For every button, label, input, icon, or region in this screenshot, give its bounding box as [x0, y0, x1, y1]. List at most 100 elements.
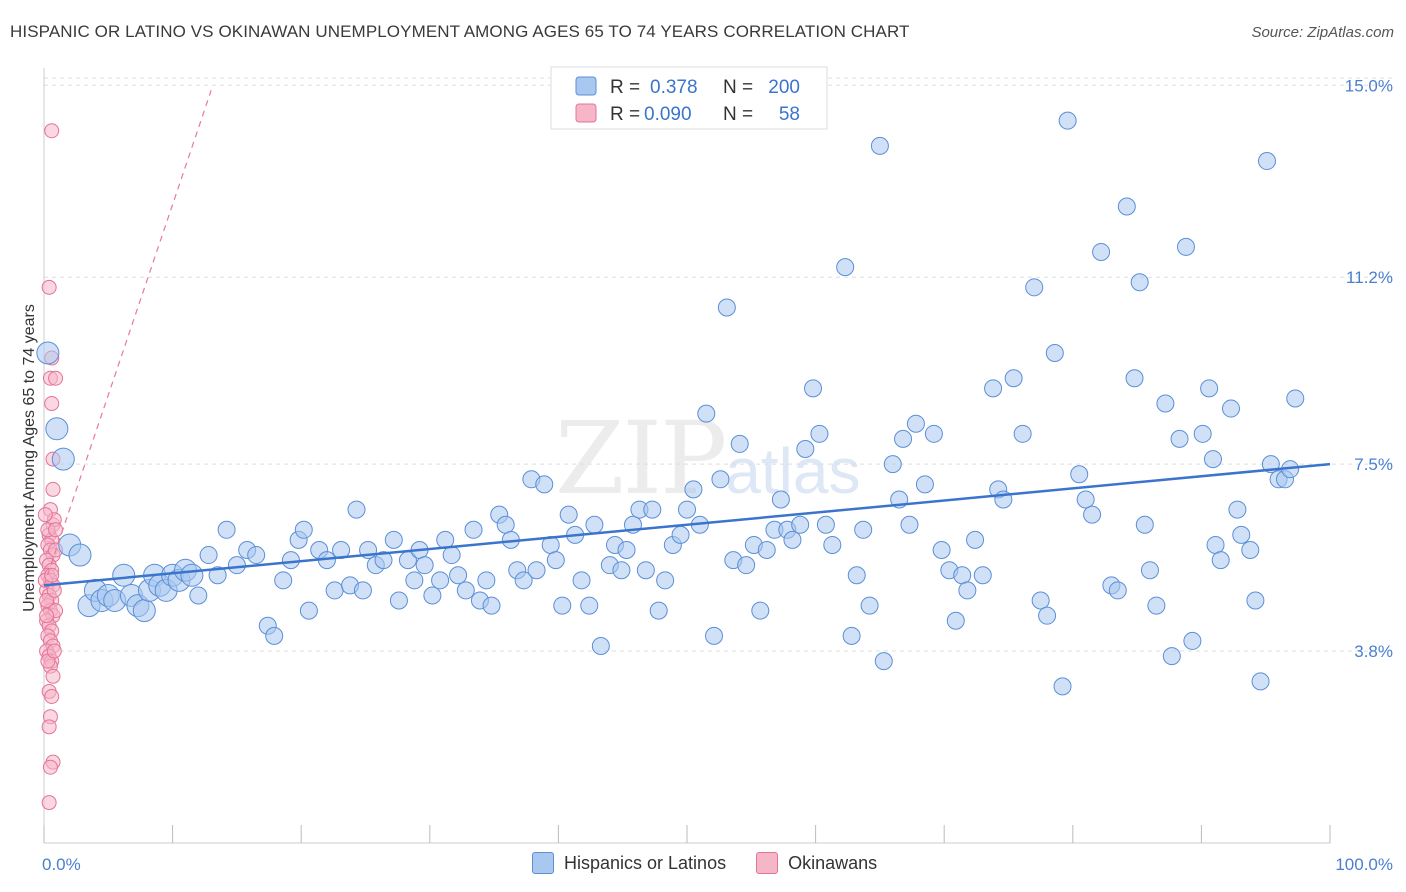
- hispanics-point: [227, 556, 246, 575]
- hispanics-point: [281, 551, 300, 570]
- legend-label-hispanics: Hispanics or Latinos: [564, 852, 727, 873]
- okinawans-point: [44, 396, 60, 412]
- hispanics-point: [1228, 500, 1247, 519]
- hispanics-point: [1251, 672, 1270, 691]
- okinawans-point: [41, 795, 57, 811]
- hispanics-point: [112, 563, 136, 587]
- hispanics-point: [217, 520, 236, 539]
- legend-n-label-1: N =: [723, 77, 753, 98]
- hispanics-point: [1058, 111, 1077, 130]
- hispanics-point: [572, 571, 591, 590]
- hispanics-point: [649, 601, 668, 620]
- okinawans-point: [41, 719, 57, 735]
- hispanics-point: [405, 571, 424, 590]
- hispanics-point: [771, 490, 790, 509]
- hispanics-trend-line: [43, 462, 1331, 587]
- hispanics-point: [527, 561, 546, 580]
- okinawans-point: [39, 608, 55, 624]
- okinawans-point: [45, 481, 61, 497]
- hispanics-point: [1156, 394, 1175, 413]
- hispanics-point: [894, 429, 913, 448]
- hispanics-point: [1004, 369, 1023, 388]
- hispanics-point: [810, 424, 829, 443]
- hispanics-point: [953, 566, 972, 585]
- hispanics-point: [1200, 379, 1219, 398]
- legend-r-label-1: R =: [610, 77, 640, 98]
- hispanics-point: [1076, 490, 1095, 509]
- okinawans-point: [48, 522, 64, 538]
- hispanics-point: [325, 581, 344, 600]
- hispanics-point: [1170, 429, 1189, 448]
- hispanics-point: [984, 379, 1003, 398]
- hispanics-point: [1045, 343, 1064, 362]
- hispanics-point: [757, 541, 776, 560]
- okinawans-point: [45, 668, 61, 684]
- hispanics-point: [973, 566, 992, 585]
- hispanics-point: [678, 500, 696, 519]
- hispanics-point: [656, 571, 675, 590]
- hispanics-point: [559, 505, 578, 524]
- hispanics-point: [906, 414, 925, 433]
- hispanics-point: [496, 515, 515, 534]
- legend-item-okinawans[interactable]: Okinawans: [756, 852, 877, 874]
- hispanics-point: [1232, 525, 1251, 544]
- hispanics-point: [1193, 424, 1212, 443]
- hispanics-point: [842, 626, 861, 645]
- hispanics-point: [1135, 515, 1154, 534]
- hispanics-point: [449, 566, 468, 585]
- hispanics-point: [804, 379, 823, 398]
- okinawans-trend-line: [43, 90, 212, 586]
- legend-swatch-blue: [575, 76, 597, 96]
- hispanics-point: [1108, 581, 1127, 600]
- hispanics-point: [353, 581, 372, 600]
- hispanics-point: [1257, 152, 1276, 171]
- hispanics-point: [1206, 535, 1225, 554]
- hispanics-point: [711, 470, 730, 489]
- y-tick-label-0: 3.8%: [1354, 642, 1393, 661]
- hispanics-point: [1241, 541, 1260, 560]
- hispanics-point: [535, 475, 554, 494]
- hispanics-point: [932, 541, 951, 560]
- hispanics-point: [883, 455, 902, 474]
- tick-labels: 3.8% 7.5% 11.2% 15.0% 0.0% 100.0%: [42, 76, 1393, 874]
- hispanics-point: [477, 571, 496, 590]
- x-tick-label-0: 0.0%: [42, 855, 81, 874]
- legend-swatch-pink: [575, 103, 597, 123]
- hispanics-point: [51, 447, 75, 471]
- legend-item-hispanics[interactable]: Hispanics or Latinos: [532, 852, 726, 874]
- hispanics-point: [1176, 237, 1195, 256]
- watermark-main: ZIP: [555, 400, 727, 517]
- hispanics-point: [915, 475, 934, 494]
- hispanics-point: [456, 581, 475, 600]
- hispanics-points: [36, 111, 1305, 696]
- hispanics-point: [1286, 389, 1305, 408]
- hispanics-point: [617, 541, 636, 560]
- hispanics-point: [1092, 242, 1111, 261]
- hispanics-point: [68, 543, 92, 567]
- hispanics-point: [958, 581, 977, 600]
- okinawans-point: [42, 759, 58, 775]
- hispanics-point: [208, 566, 227, 585]
- okinawans-point: [46, 643, 62, 659]
- hispanics-point: [671, 525, 690, 544]
- okinawans-point: [37, 507, 53, 523]
- hispanics-point: [1147, 596, 1166, 615]
- hispanics-point: [860, 596, 879, 615]
- hispanics-point: [514, 571, 533, 590]
- hispanics-point: [299, 601, 318, 620]
- source-label: Source: ZipAtlas.com: [1251, 24, 1394, 41]
- legend-n-label-2: N =: [723, 104, 753, 125]
- hispanics-point: [1246, 591, 1265, 610]
- hispanics-point: [1125, 369, 1144, 388]
- hispanics-point: [823, 535, 842, 554]
- okinawans-point: [39, 593, 55, 609]
- legend-r-label-2: R =: [610, 104, 640, 125]
- hispanics-point: [347, 500, 366, 519]
- y-tick-label-1: 7.5%: [1354, 455, 1393, 474]
- hispanics-point: [389, 591, 408, 610]
- hispanics-point: [591, 636, 610, 655]
- hispanics-point: [1203, 450, 1222, 469]
- x-tick-label-1: 100.0%: [1335, 855, 1393, 874]
- hispanics-point: [442, 546, 461, 565]
- hispanics-point: [796, 439, 815, 458]
